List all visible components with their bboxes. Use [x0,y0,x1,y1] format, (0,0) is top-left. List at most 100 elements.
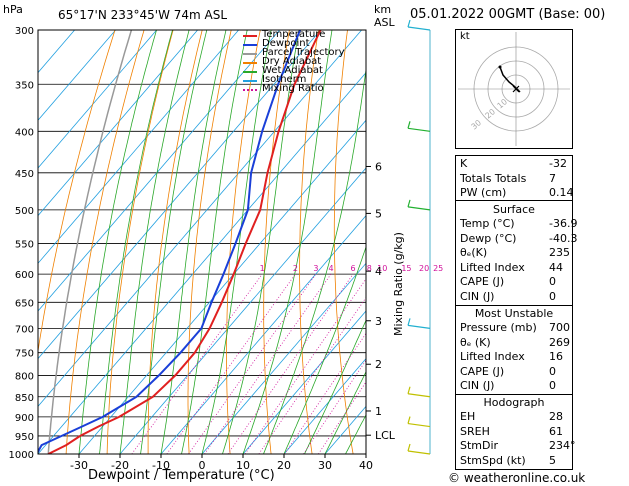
row-value: 235 [549,246,570,259]
mixing-ratio-label: 20 [419,264,429,273]
wet-adiabat [304,319,366,454]
row-value: 700 [549,321,570,334]
isotherm [283,358,366,454]
most-unstable-panel: Most Unstable Pressure (mb) 700 θₑ (K) 269 L… [455,305,573,395]
mixing-ratio-label: 3 [313,264,318,273]
isotherm [78,119,366,454]
legend-label: Wet Adiabat [262,65,323,76]
table-row: Dewp (°C) -40.3 [456,231,577,246]
dry-adiabat [187,30,232,454]
mixing-ratio-label: 1 [260,264,265,273]
mixing-ratio-label: 10 [377,264,387,273]
km-label: km [374,3,392,16]
hodograph-kt-label: kt [460,31,470,42]
wet-adiabat [119,30,190,454]
dry-adiabat [299,30,319,454]
row-key: Pressure (mb) [460,321,537,334]
wet-adiabat [78,30,157,454]
table-row: EH 28 [456,410,572,424]
km-tick-label: 3 [375,315,382,328]
mixing-ratio-label: 2 [293,264,298,273]
legend-swatch [243,53,257,55]
wind-barb-flag [407,19,411,28]
wind-barb-shaft [407,393,431,398]
row-key: Dewp (°C) [460,231,517,245]
row-key: EH [460,410,476,423]
dry-adiabat [106,30,174,454]
row-value: 0 [549,275,556,288]
hodo-ring-label-20: 20 [484,107,498,120]
pressure-tick-label: 900 [15,413,34,424]
wet-adiabat [181,30,248,454]
legend-item: Dry Adiabat [243,56,363,67]
isotherm [38,30,198,217]
legend-swatch [243,80,257,82]
wind-barb-flag [407,386,411,394]
mixing-ratio-line [188,273,317,454]
legend-swatch [243,62,257,64]
mixing-ratio-label: 25 [433,264,443,273]
pressure-tick-label: 800 [15,371,34,382]
table-row: CIN (J) 0 [456,379,572,393]
x-tick-label: 20 [277,459,291,472]
isotherm [242,310,366,454]
legend-item: Isotherm [243,74,363,85]
legend-label: Parcel Trajectory [262,47,345,58]
datetime-title: 05.01.2022 00GMT (Base: 00) [410,7,606,22]
row-value: 28 [549,410,563,423]
legend-label: Mixing Ratio [262,83,324,94]
wet-adiabat [324,370,366,454]
wet-adiabat [283,245,366,454]
x-axis-label: Dewpoint / Temperature (°C) [88,468,275,483]
mixing-ratio-label: 15 [401,264,411,273]
hodograph-point [498,65,502,69]
pressure-tick-label: 700 [15,324,34,335]
wind-barb-shaft [407,324,431,329]
wind-barb-shaft [407,127,431,132]
row-value: 234° [549,439,576,452]
wind-barb-shaft [407,422,431,428]
legend-item: Temperature [243,29,363,40]
pressure-tick-label: 550 [15,239,34,250]
row-key: CIN (J) [460,289,495,303]
pressure-tick-label: 1000 [9,450,34,461]
wind-barb-shaft [407,450,431,455]
isotherm [38,30,157,169]
row-value: -36.9 [549,217,578,230]
hodograph-trace [499,66,521,93]
asl-label: ASL [374,16,395,29]
dewpoint-profile [38,30,302,454]
row-key: CAPE (J) [460,364,505,378]
pressure-tick-label: 950 [15,432,34,443]
wind-barb [407,318,431,329]
isotherm [38,30,321,360]
x-tick-label: 10 [236,459,250,472]
legend-swatch [243,44,257,46]
most-unstable-title: Most Unstable [474,307,554,320]
table-row: Totals Totals 7 [456,172,572,186]
location-title: 65°17'N 233°45'W 74m ASL [58,8,228,22]
dry-adiabat [609,30,629,454]
hodo-ring-label-10: 10 [496,97,510,110]
isotherm [38,30,362,407]
dry-adiabat [147,30,203,454]
row-key: Temp (°C) [460,217,515,230]
pressure-tick-label: 850 [15,393,34,404]
km-tick-label: 5 [375,207,382,220]
pressure-tick-label: 300 [15,26,34,37]
temperature-profile [47,30,322,454]
wet-adiabat [263,66,366,454]
row-key: Totals Totals [460,171,527,185]
wind-barb-flag [407,121,411,129]
wind-barb [407,386,431,398]
table-row: StmDir 234° [456,439,576,453]
wet-adiabat [222,30,300,454]
row-value: 44 [549,260,563,274]
hodograph-panel: kt 10 20 30 [455,29,573,149]
indices-panel: K -32 Totals Totals 7 PW (cm) 0.14 [455,155,574,201]
y-axis-right-label: Mixing Ratio (g/kg) [392,232,405,336]
row-value: 16 [549,350,563,363]
row-key: PW (cm) [460,186,507,199]
surface-panel: Surface Temp (°C) -36.9 Dewp (°C) -40.3 θₑ(K… [455,200,577,306]
